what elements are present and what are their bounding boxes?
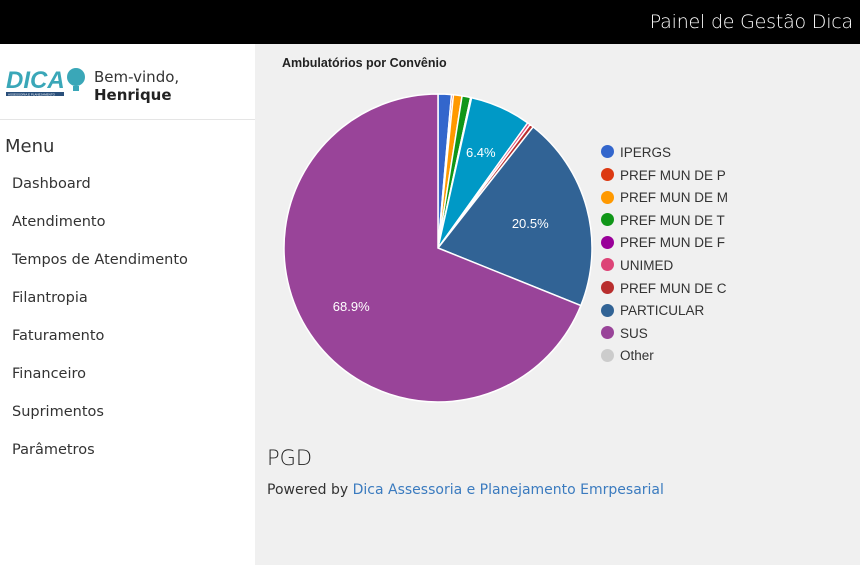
legend-swatch (601, 348, 614, 362)
legend-swatch (601, 303, 614, 317)
legend-label: PREF MUN DE F (620, 235, 726, 251)
app-name: PGD (267, 446, 313, 470)
app-brand-title[interactable]: Painel de Gestão Dica (649, 11, 853, 33)
slice-label: 20.5% (512, 216, 549, 231)
legend-item[interactable]: PREF MUN DE C (601, 278, 728, 301)
legend-swatch (601, 168, 614, 182)
legend-item[interactable]: Other (601, 345, 728, 368)
sidebar-header: DICA ASSESSORIA E PLANEJAMENTO Bem-vindo… (0, 44, 255, 120)
welcome-message: Bem-vindo, Henrique (94, 68, 255, 104)
pie-slice[interactable] (283, 93, 582, 403)
legend-label: IPERGS (620, 145, 672, 160)
legend-item[interactable]: PREF MUN DE P (601, 165, 728, 188)
legend-item[interactable]: PREF MUN DE F (601, 232, 728, 255)
logo-text: DICA (6, 67, 65, 94)
powered-by: Powered by Dica Assessoria e Planejament… (267, 482, 664, 498)
slice-label: 6.4% (466, 145, 496, 160)
legend-swatch (601, 235, 614, 249)
menu-item-suprimentos[interactable]: Suprimentos (12, 404, 104, 420)
logo-subtext: ASSESSORIA E PLANEJAMENTO (8, 92, 56, 96)
user-name: Henrique (94, 86, 172, 104)
legend-swatch (601, 326, 614, 340)
legend-item[interactable]: IPERGS (601, 142, 728, 165)
legend-swatch (601, 145, 614, 159)
dica-logo[interactable]: DICA ASSESSORIA E PLANEJAMENTO (5, 64, 87, 102)
pie-slice[interactable] (436, 125, 593, 307)
sidebar: DICA ASSESSORIA E PLANEJAMENTO Bem-vindo… (0, 44, 255, 565)
legend-label: PREF MUN DE C (620, 280, 727, 296)
legend-label: PREF MUN DE T (620, 212, 725, 228)
legend-label: PREF MUN DE M (620, 190, 728, 206)
lightbulb-icon (67, 68, 85, 86)
legend-item[interactable]: PARTICULAR (601, 300, 728, 323)
menu-item-filantropia[interactable]: Filantropia (12, 290, 88, 306)
legend-label: PARTICULAR (620, 303, 705, 319)
menu-item-financeiro[interactable]: Financeiro (12, 366, 87, 382)
legend-swatch (601, 258, 614, 272)
powered-by-prefix: Powered by (267, 482, 349, 498)
legend-swatch (601, 281, 614, 294)
legend-item[interactable]: SUS (601, 323, 728, 346)
legend-item[interactable]: PREF MUN DE M (601, 187, 728, 210)
legend-label: UNIMED (620, 257, 674, 273)
chart-title: Ambulatórios por Convênio (282, 56, 447, 70)
legend-label: SUS (620, 325, 648, 341)
slice-label: 68.9% (333, 299, 370, 314)
main-content: 6.4% 20.5% 68.9% Ambulatórios por Convênio… (255, 44, 860, 565)
menu-item-atendimento[interactable]: Atendimento (12, 214, 106, 230)
pie-chart: 6.4% 20.5% 68.9% (283, 93, 593, 403)
menu-item-dashboard[interactable]: Dashboard (12, 176, 91, 192)
menu-item-faturamento[interactable]: Faturamento (12, 328, 105, 344)
legend-swatch (601, 213, 614, 227)
legend-item[interactable]: UNIMED (601, 255, 728, 278)
legend-item[interactable]: PREF MUN DE T (601, 210, 728, 233)
legend-label: PREF MUN DE P (620, 167, 726, 183)
company-link[interactable]: Dica Assessoria e Planejamento Emrpesari… (352, 482, 664, 498)
legend-swatch (601, 190, 614, 204)
menu-title: Menu (5, 136, 55, 157)
menu-item-tempos-de-atendimento[interactable]: Tempos de Atendimento (12, 252, 188, 268)
menu-item-parametros[interactable]: Parâmetros (12, 442, 95, 458)
top-bar: Painel de Gestão Dica (0, 0, 860, 44)
chart-legend: IPERGS PREF MUN DE P PREF MUN DE M PREF MUN… (601, 142, 728, 368)
welcome-label: Bem-vindo, (94, 68, 180, 86)
sidebar-menu: Dashboard Atendimento Tempos de Atendime… (0, 165, 255, 469)
legend-label: Other (620, 348, 654, 364)
